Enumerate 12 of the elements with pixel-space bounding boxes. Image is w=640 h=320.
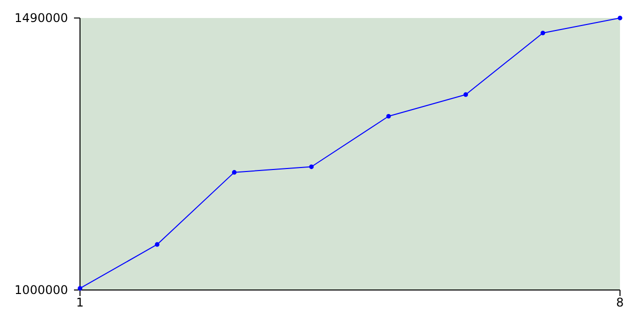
point [618,16,622,20]
point [386,114,391,119]
point [540,30,546,36]
y-tick-label: 1490000 [14,11,68,25]
point [78,286,82,291]
x-tick-label: 1 [76,296,84,310]
point [232,170,237,175]
x-tick-label: 8 [616,296,624,310]
y-tick-label: 1000000 [14,283,68,297]
point [309,164,314,170]
point [463,92,468,97]
point [154,242,160,247]
